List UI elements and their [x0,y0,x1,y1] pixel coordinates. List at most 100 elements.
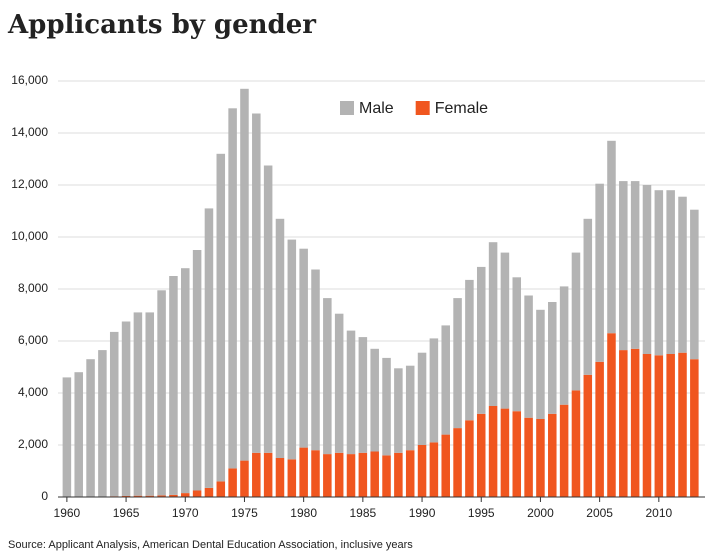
bar-segment [192,250,202,491]
bar-segment [133,495,143,497]
bar-segment [583,218,593,375]
bar-segment [476,266,486,414]
bar-segment [358,337,368,453]
bar-segment [441,434,450,497]
bar-segment [204,487,214,497]
bar-segment [583,374,593,497]
legend-label: Male [359,100,394,117]
bar-segment [536,309,545,419]
bar-segment [619,350,628,497]
bar-segment [382,455,391,497]
bar-segment [311,269,320,451]
bar-segment [334,313,344,453]
bar-segment [121,495,131,497]
bar-segment [417,445,427,497]
chart-title: Applicants by gender [7,10,316,40]
bar-segment [595,361,604,497]
bar-segment [263,452,273,497]
bar-segment [548,302,557,414]
bar-segment [121,321,131,496]
bar-segment [595,183,604,362]
bar-segment [429,338,439,443]
bar-segment [323,454,332,497]
bar-segment [607,140,616,334]
bar-segment [240,460,249,497]
bar-segment [690,209,699,360]
bar-segment [157,495,166,497]
bar-segment [252,113,261,453]
x-tick-label: 2005 [586,506,613,520]
bar-segment [370,348,379,452]
x-tick-label: 1995 [468,506,495,520]
bar-segment [287,459,297,497]
y-tick-label: 2,000 [18,437,48,451]
bar-segment [678,352,687,497]
bar-segment [394,368,403,453]
bar-segment [559,286,569,405]
bar-segment [216,481,226,497]
bar-segment [465,279,474,421]
bar-segment [559,404,569,497]
bar-segment [607,333,616,497]
x-tick-label: 1970 [172,506,199,520]
bar-segment [619,181,628,351]
bar-segment [323,298,332,455]
y-tick-label: 0 [41,489,48,503]
legend-swatch [340,101,354,115]
bar-segment [240,88,249,461]
bar-segment [642,185,652,354]
bar-segment [500,408,510,497]
y-tick-label: 4,000 [18,385,48,399]
y-tick-label: 12,000 [11,177,48,191]
x-tick-label: 1985 [350,506,377,520]
bar-segment [690,359,699,497]
bar-segment [299,248,308,448]
bar-segment [334,452,344,497]
bar-segment [133,312,143,496]
x-tick-label: 1965 [113,506,140,520]
x-tick-label: 1990 [409,506,436,520]
bar-segment [548,413,557,497]
bar-segment [181,268,190,494]
bar-segment [453,298,462,429]
bar-segment [287,239,297,460]
bar-segment [228,468,237,497]
bar-segment [512,277,522,412]
bar-segment [145,495,155,497]
x-tick-label: 1980 [290,506,317,520]
bar-segment [263,165,273,453]
bar-segment [74,372,83,497]
bar-segment [666,190,675,354]
bar-segment [86,359,95,497]
bar-segment [192,490,202,497]
bar-segment [394,452,403,497]
bar-segment [382,357,391,456]
bar-segment [346,454,356,497]
bar-segment [109,331,119,497]
bar-segment [512,411,522,497]
bar-segment [370,451,379,497]
x-tick-label: 1975 [231,506,258,520]
bar-segment [299,447,308,497]
bar-segment [181,493,190,497]
bar-segment [429,442,439,497]
bar-segment [465,420,474,497]
bar-segment [417,352,427,445]
bar-segment [666,354,675,497]
bar-segment [524,417,533,497]
bar-segment [98,350,107,497]
bar-segment [275,218,285,458]
legend-swatch [415,101,430,115]
bar-segment [654,355,664,497]
bar-segment [678,196,687,353]
bar-segment [630,348,640,497]
bar-segment [488,406,498,497]
bar-segment [358,452,368,497]
y-tick-label: 16,000 [11,73,48,87]
bar-segment [536,419,545,497]
bar-segment [405,450,415,497]
bar-segment [476,413,486,497]
y-tick-label: 6,000 [18,333,48,347]
y-tick-label: 10,000 [11,229,48,243]
